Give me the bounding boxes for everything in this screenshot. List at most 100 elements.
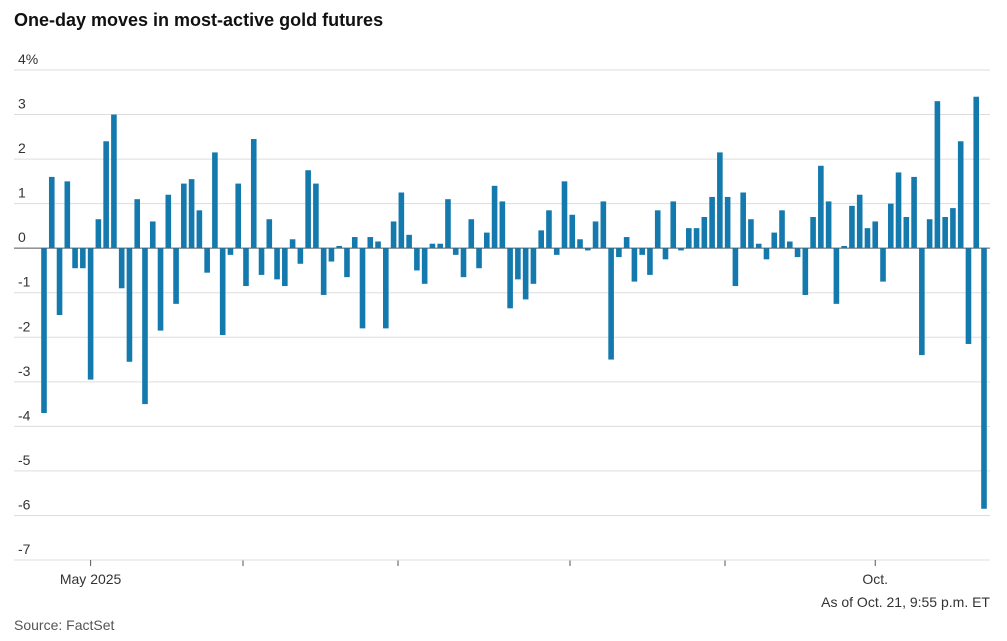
bar <box>623 237 630 249</box>
bar <box>639 248 645 255</box>
y-tick-label: -2 <box>18 318 31 334</box>
bar <box>585 248 591 251</box>
bar <box>724 196 731 249</box>
bar <box>111 114 117 249</box>
x-tick-label: Oct. <box>862 571 888 587</box>
bar <box>670 201 677 249</box>
bar <box>600 201 607 249</box>
bar <box>250 139 257 249</box>
bar <box>398 192 405 249</box>
bar <box>336 245 343 249</box>
bar <box>491 185 498 249</box>
bar <box>204 248 210 273</box>
bar <box>87 248 94 380</box>
bar <box>887 203 894 249</box>
bar <box>344 248 350 278</box>
y-tick-label: 2 <box>18 140 26 156</box>
bar <box>717 152 723 249</box>
bar <box>647 248 653 275</box>
bar <box>235 183 242 249</box>
bar <box>460 248 467 278</box>
bar <box>437 243 443 249</box>
bar <box>499 201 506 249</box>
bar <box>305 170 311 249</box>
bar <box>80 248 86 269</box>
bar <box>383 248 389 329</box>
bar <box>41 248 47 413</box>
bar <box>693 228 700 249</box>
bar <box>965 248 972 344</box>
bar <box>786 241 793 249</box>
bar <box>864 228 871 249</box>
y-tick-label: -3 <box>18 363 31 379</box>
bar <box>849 205 855 249</box>
bar <box>227 248 234 255</box>
bar <box>833 248 840 304</box>
y-tick-label: -5 <box>18 452 31 468</box>
bar <box>157 248 164 331</box>
y-tick-label: 0 <box>18 229 26 245</box>
bar <box>181 183 187 249</box>
bar <box>375 241 381 249</box>
y-tick-label: -1 <box>18 274 31 290</box>
bar <box>289 239 296 249</box>
bar <box>577 239 583 249</box>
bar <box>701 217 708 249</box>
bar <box>662 248 669 260</box>
y-tick-label: 1 <box>18 185 26 201</box>
bar <box>103 141 109 249</box>
bar <box>188 179 195 249</box>
bar <box>794 248 801 258</box>
bar <box>810 217 816 249</box>
bar <box>779 210 785 249</box>
bar <box>926 219 933 249</box>
bar <box>468 219 475 249</box>
bar <box>313 183 319 249</box>
y-tick-label: -7 <box>18 541 31 557</box>
bar <box>911 176 917 249</box>
bar <box>476 248 482 269</box>
bar <box>771 232 778 249</box>
bar <box>841 245 847 249</box>
bar <box>390 221 397 249</box>
bar <box>328 248 335 262</box>
bar <box>942 217 948 249</box>
bar <box>212 152 218 249</box>
bar <box>818 165 824 249</box>
bar <box>142 248 148 405</box>
bar <box>973 96 980 249</box>
bar <box>126 248 133 362</box>
bar <box>219 248 226 336</box>
chart-title: One-day moves in most-active gold future… <box>14 10 383 30</box>
bar <box>981 248 987 509</box>
bar <box>616 248 622 258</box>
bar <box>631 248 638 282</box>
bar <box>64 181 71 249</box>
bar <box>740 192 746 249</box>
bar <box>445 199 451 249</box>
y-tick-label: -6 <box>18 496 31 512</box>
bar <box>421 248 428 284</box>
bar <box>856 194 863 249</box>
y-tick-label: -4 <box>18 407 31 423</box>
bar <box>429 243 436 249</box>
bar <box>748 219 754 249</box>
bar <box>196 210 203 249</box>
bar <box>957 141 964 249</box>
bar <box>755 243 762 249</box>
bar <box>95 219 102 249</box>
bar <box>919 248 925 356</box>
bar <box>903 217 910 249</box>
bar <box>297 248 304 264</box>
bar <box>895 172 902 249</box>
x-tick-label: May 2025 <box>60 571 122 587</box>
bar <box>406 234 412 249</box>
bar <box>934 101 941 249</box>
bar <box>880 248 886 282</box>
bar <box>592 221 599 249</box>
bar <box>561 181 568 249</box>
bar <box>546 210 552 249</box>
bar <box>608 248 614 360</box>
bar <box>825 201 832 249</box>
